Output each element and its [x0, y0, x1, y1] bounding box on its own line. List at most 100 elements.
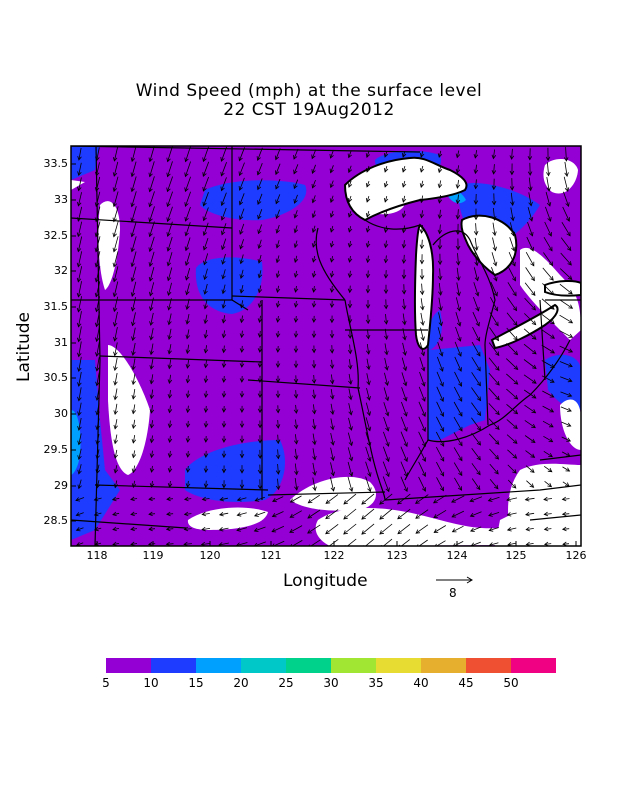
wind-vector — [239, 435, 245, 444]
wind-vector — [559, 314, 574, 324]
wind-vector — [330, 462, 335, 477]
wind-vector — [329, 270, 335, 278]
x-tick-label: 118 — [86, 549, 108, 562]
wind-vector — [365, 343, 371, 355]
wind-vector — [94, 281, 101, 298]
colorbar-swatch — [376, 658, 421, 673]
wind-vector — [365, 195, 371, 203]
wind-vector — [203, 253, 209, 266]
wind-vector — [311, 330, 317, 339]
wind-vector — [524, 420, 536, 429]
wind-vector — [435, 446, 445, 462]
wind-vector — [492, 237, 497, 252]
wind-vector — [257, 193, 263, 205]
colorbar-label: 50 — [503, 676, 519, 690]
wind-vector — [559, 299, 574, 309]
wind-vector — [167, 420, 173, 429]
wind-vector — [383, 255, 389, 264]
wind-vector — [130, 236, 137, 253]
wind-vector — [238, 177, 245, 191]
wind-vector — [451, 525, 464, 533]
wind-vector — [307, 524, 321, 534]
wind-vector — [293, 375, 299, 384]
wind-vector — [131, 435, 137, 444]
x-tick-label: 125 — [505, 549, 527, 562]
colorbar-swatch — [421, 658, 466, 673]
wind-vector — [203, 375, 209, 384]
wind-vector — [454, 356, 462, 372]
wind-vector — [437, 341, 444, 357]
wind-vector — [293, 270, 299, 278]
wind-vector — [239, 223, 245, 235]
wind-vector — [149, 343, 154, 356]
wind-vector — [435, 431, 445, 447]
wind-vector — [148, 206, 155, 223]
wind-vector — [527, 221, 534, 237]
wind-vector — [506, 419, 518, 430]
wind-vector — [183, 496, 192, 502]
wind-vector — [348, 417, 353, 431]
wind-vector — [185, 298, 190, 311]
wind-vector — [473, 223, 479, 236]
wind-vector — [130, 297, 136, 312]
wind-vector — [433, 525, 447, 533]
wind-vector — [148, 496, 156, 502]
wind-vector — [329, 300, 335, 309]
wind-vector — [419, 150, 425, 158]
wind-vector — [507, 449, 518, 459]
wind-vector — [506, 358, 519, 370]
wind-vector — [257, 239, 262, 249]
wind-vector — [526, 236, 534, 252]
wind-vector — [239, 390, 245, 398]
wind-vector — [561, 451, 571, 457]
wind-vector — [112, 511, 120, 517]
wind-vector — [436, 371, 444, 387]
wind-vector — [203, 435, 209, 443]
wind-vector — [347, 195, 353, 203]
wind-vector — [419, 254, 425, 265]
wind-vector — [185, 390, 191, 399]
wind-vector — [436, 477, 444, 492]
wind-vector — [77, 464, 82, 475]
wind-vector — [148, 282, 155, 297]
wind-vector — [112, 206, 119, 223]
wind-vector — [362, 538, 375, 546]
wind-vector — [419, 357, 426, 372]
wind-vector — [311, 418, 317, 430]
wind-vector — [347, 359, 353, 370]
wind-vector — [311, 374, 317, 384]
wind-vector — [130, 281, 137, 298]
wind-vector — [293, 360, 299, 369]
wind-vector — [131, 327, 136, 342]
wind-vector — [148, 266, 155, 282]
wind-vector — [560, 237, 572, 252]
wind-vector — [436, 401, 445, 417]
wind-vector — [203, 268, 208, 281]
wind-vector — [113, 419, 118, 430]
wind-vector — [185, 344, 191, 355]
wind-vector — [383, 284, 389, 295]
wind-vector — [434, 540, 446, 546]
wind-vector — [165, 541, 174, 546]
wind-vector — [329, 345, 335, 354]
wind-vector — [365, 461, 372, 478]
wind-vector — [348, 373, 353, 385]
wind-vector — [166, 161, 173, 178]
x-tick-label: 123 — [386, 549, 408, 562]
wind-vector — [203, 314, 209, 325]
wind-vector — [203, 360, 209, 369]
wind-vector — [471, 402, 482, 417]
wind-vector — [257, 435, 263, 444]
wind-vector — [365, 270, 371, 279]
wind-vector — [545, 191, 552, 207]
wind-vector — [542, 390, 555, 398]
wind-vector — [542, 420, 554, 428]
wind-vector — [257, 270, 263, 279]
wind-vector — [489, 479, 499, 490]
wind-vector — [420, 327, 425, 342]
wind-vector — [523, 328, 537, 340]
wind-vector — [455, 297, 462, 312]
wind-vector — [218, 526, 229, 532]
wind-vector — [113, 373, 118, 386]
wind-vector — [275, 463, 281, 475]
